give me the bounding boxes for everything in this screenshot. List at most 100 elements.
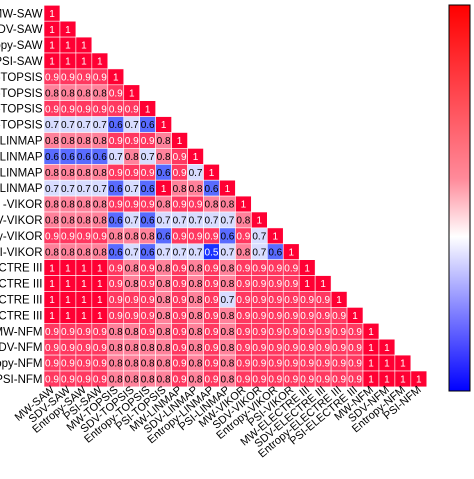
cell-value-label: 0.7	[141, 152, 155, 163]
cell-value-label: 0.6	[109, 247, 123, 258]
cell-value-label: 0.9	[252, 359, 266, 370]
cell-value-label: 1	[225, 184, 231, 195]
cell-value-label: 0.9	[236, 295, 250, 306]
cell-value-label: 0.8	[157, 263, 171, 274]
cell-value-label: 1	[49, 9, 55, 20]
cell-value-label: 1	[65, 25, 71, 36]
cell-value-label: 0.9	[109, 200, 123, 211]
cell-value-label: 0.9	[332, 375, 346, 386]
cell-value-label: 0.9	[93, 375, 107, 386]
cell-value-label: 0.8	[93, 216, 107, 227]
cell-value-label: 0.8	[189, 375, 203, 386]
cell-value-label: 0.9	[284, 343, 298, 354]
cell-value-label: 0.9	[300, 359, 314, 370]
cell-value-label: 0.9	[205, 327, 219, 338]
cell-value-label: 0.9	[236, 279, 250, 290]
cell-value-label: 0.9	[61, 104, 75, 115]
cell-value-label: 1	[49, 311, 55, 322]
cell-value-label: 0.9	[173, 327, 187, 338]
cell-value-label: 0.9	[141, 168, 155, 179]
cell-value-label: 0.9	[173, 311, 187, 322]
cell-value-label: 0.9	[332, 311, 346, 322]
cell-value-label: 0.8	[61, 200, 75, 211]
cell-value-label: 0.8	[61, 247, 75, 258]
cell-value-label: 1	[65, 295, 71, 306]
cell-value-label: 0.6	[157, 168, 171, 179]
cell-value-label: 0.6	[205, 184, 219, 195]
cell-value-label: 0.8	[157, 327, 171, 338]
row-label: CTRE III	[0, 294, 43, 306]
cell-value-label: 0.8	[45, 200, 59, 211]
cell-value-label: 0.9	[141, 295, 155, 306]
cell-value-label: 0.7	[252, 231, 266, 242]
cell-value-label: 0.9	[268, 327, 282, 338]
cell-value-label: 0.7	[157, 216, 171, 227]
cell-value-label: 0.9	[173, 168, 187, 179]
cell-value-label: 0.6	[109, 216, 123, 227]
cell-value-label: 0.9	[205, 279, 219, 290]
cell-value-label: 0.9	[284, 359, 298, 370]
cell-value-label: 0.9	[284, 295, 298, 306]
heatmap-cell	[410, 370, 428, 388]
cell-value-label: 1	[257, 216, 263, 227]
cell-value-label: 0.8	[77, 247, 91, 258]
cell-value-label: 0.7	[189, 168, 203, 179]
cell-value-label: 1	[97, 279, 103, 290]
cell-value-label: 0.9	[236, 343, 250, 354]
cell-value-label: 0.9	[173, 279, 187, 290]
cell-value-label: 0.9	[236, 231, 250, 242]
cell-value-label: 0.9	[300, 327, 314, 338]
cell-value-label: 1	[81, 57, 87, 68]
cell-value-label: 0.9	[332, 343, 346, 354]
cell-value-label: 0.9	[316, 327, 330, 338]
row-label: py-VIKOR	[0, 231, 43, 243]
cell-value-label: 0.6	[141, 216, 155, 227]
cell-value-label: 0.9	[284, 327, 298, 338]
cell-value-label: 0.9	[348, 359, 362, 370]
cell-value-label: 1	[81, 311, 87, 322]
cell-value-label: 1	[368, 343, 374, 354]
cell-value-label: 0.7	[252, 247, 266, 258]
cell-value-label: 0.8	[45, 168, 59, 179]
cell-value-label: 0.6	[220, 231, 234, 242]
row-label: -LINMAP	[0, 167, 43, 179]
cell-value-label: 0.8	[157, 311, 171, 322]
cell-value-label: 0.6	[157, 231, 171, 242]
cell-value-label: 0.9	[77, 375, 91, 386]
cell-value-label: 0.9	[173, 200, 187, 211]
cell-value-label: 0.8	[125, 231, 139, 242]
cell-value-label: 0.9	[109, 104, 123, 115]
cell-value-label: 1	[241, 200, 247, 211]
cell-value-label: 0.6	[141, 247, 155, 258]
cell-value-label: 0.9	[45, 375, 59, 386]
colorbar-gradient	[448, 4, 471, 392]
cell-value-label: 0.8	[157, 375, 171, 386]
cell-value-label: 0.8	[189, 279, 203, 290]
cell-value-label: 0.9	[173, 343, 187, 354]
cell-value-label: 1	[65, 263, 71, 274]
cell-value-label: 0.9	[141, 263, 155, 274]
row-label: V-VIKOR	[0, 215, 43, 227]
row-label: CTRE III	[0, 279, 43, 291]
cell-value-label: 0.6	[61, 152, 75, 163]
cell-value-label: 0.8	[125, 263, 139, 274]
cell-value-label: 0.8	[189, 359, 203, 370]
cell-value-label: 0.7	[109, 152, 123, 163]
cell-value-label: 1	[272, 231, 278, 242]
cell-value-label: 1	[97, 295, 103, 306]
cell-value-label: 0.8	[189, 295, 203, 306]
cell-value-label: 0.7	[189, 216, 203, 227]
cell-value-label: 0.9	[141, 327, 155, 338]
cell-value-label: 0.9	[300, 295, 314, 306]
cell-value-label: 0.9	[252, 375, 266, 386]
cell-value-label: 0.8	[220, 359, 234, 370]
cell-value-label: 0.9	[61, 343, 75, 354]
cell-value-label: 0.9	[173, 359, 187, 370]
cell-value-label: 0.8	[157, 200, 171, 211]
cell-value-label: 0.9	[125, 104, 139, 115]
cell-value-label: 0.8	[189, 263, 203, 274]
cell-value-label: 0.8	[236, 216, 250, 227]
cell-value-label: 0.7	[220, 295, 234, 306]
cell-value-label: 0.7	[220, 216, 234, 227]
cell-value-label: 1	[49, 57, 55, 68]
